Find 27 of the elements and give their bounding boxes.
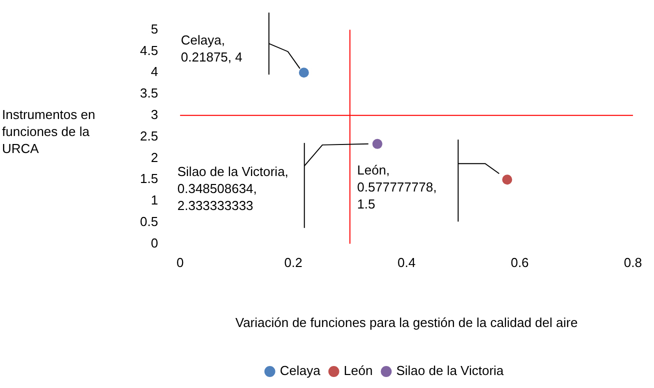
y-tick-label: 4 — [150, 64, 158, 80]
legend-label: Silao de la Victoria — [396, 363, 504, 378]
y-tick-label: 2.5 — [140, 128, 158, 144]
point — [372, 138, 382, 149]
y-tick-label: 0.5 — [140, 214, 158, 229]
x-tick-label: 0.6 — [510, 255, 529, 270]
point — [298, 68, 309, 78]
x-tick-label: 0.2 — [284, 255, 302, 270]
y-tick-label: 5 — [150, 21, 158, 36]
x-axis-title: Variación de funciones para la gestión de la calidad del aire — [235, 314, 578, 330]
annotation: Silao de la Victoria, 0.348508634, 2.333333333 — [177, 164, 288, 214]
x-tick-label: 0.8 — [624, 255, 642, 270]
x-tick-label: 0 — [176, 255, 184, 270]
y-tick-label: 4.5 — [140, 42, 158, 58]
annotation: Celaya, 0.21875, 4 — [180, 32, 242, 65]
x-tick-label: 0.4 — [397, 255, 416, 270]
legend-label: Celaya — [280, 363, 322, 378]
y-tick-label: 1 — [150, 192, 158, 208]
point — [502, 174, 512, 185]
y-axis-title: Instrumentos en funciones de la URCA — [2, 106, 96, 156]
y-tick-label: 3 — [150, 106, 158, 122]
annotation: León, 0.577777778, 1.5 — [357, 162, 437, 212]
y-tick-label: 1.5 — [140, 171, 158, 186]
y-tick-label: 2 — [150, 150, 158, 165]
legend-label: León — [344, 363, 373, 378]
y-tick-label: 3.5 — [140, 86, 158, 101]
y-tick-label: 0 — [150, 235, 158, 250]
